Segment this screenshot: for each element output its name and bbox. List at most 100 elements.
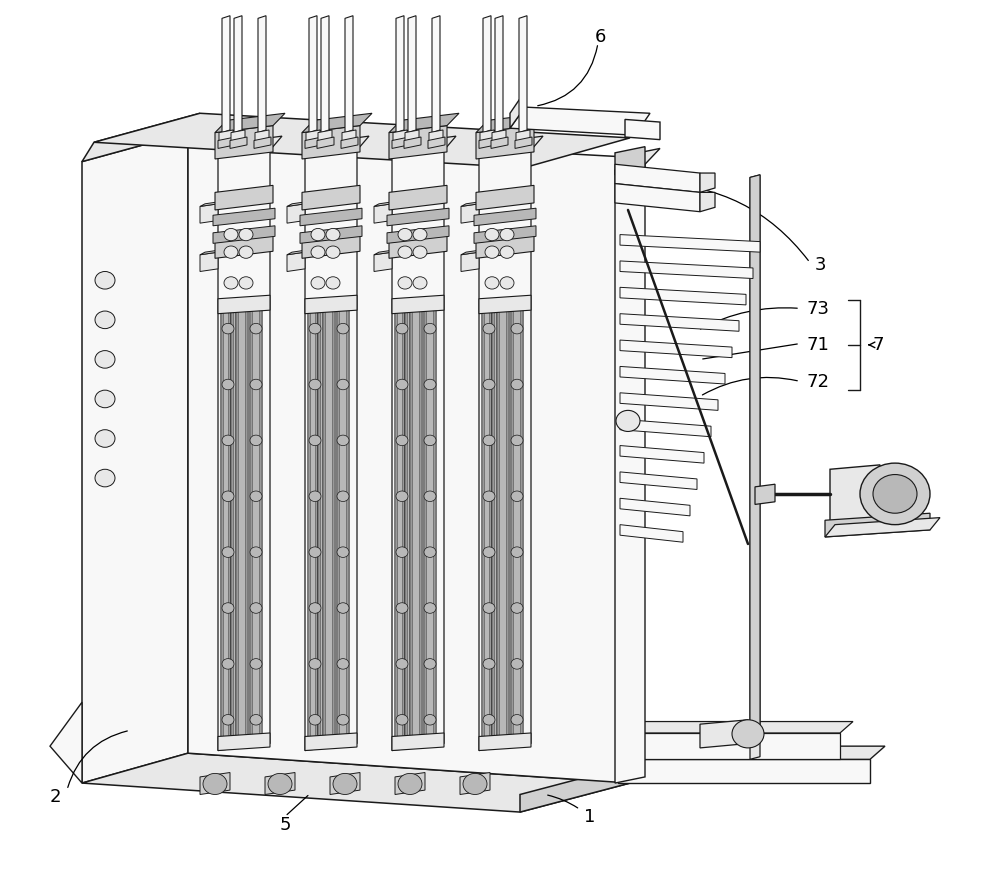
Polygon shape <box>82 753 630 812</box>
Polygon shape <box>321 17 329 133</box>
Polygon shape <box>825 518 940 537</box>
Circle shape <box>337 547 349 558</box>
Polygon shape <box>395 308 405 746</box>
Circle shape <box>311 277 325 290</box>
Polygon shape <box>255 131 269 142</box>
Circle shape <box>398 229 412 241</box>
Polygon shape <box>474 227 536 244</box>
Polygon shape <box>495 17 503 133</box>
Circle shape <box>95 272 115 290</box>
Circle shape <box>309 715 321 725</box>
Circle shape <box>326 247 340 259</box>
Circle shape <box>250 380 262 391</box>
Polygon shape <box>200 253 218 272</box>
Polygon shape <box>620 288 746 306</box>
Circle shape <box>239 277 253 290</box>
Circle shape <box>396 715 408 725</box>
Circle shape <box>511 603 523 614</box>
Polygon shape <box>476 126 534 160</box>
Polygon shape <box>287 253 305 272</box>
Text: 6: 6 <box>594 28 606 46</box>
Circle shape <box>398 277 412 290</box>
Circle shape <box>268 774 292 795</box>
Circle shape <box>326 277 340 290</box>
Circle shape <box>500 277 514 290</box>
Polygon shape <box>392 151 444 751</box>
Polygon shape <box>218 296 270 314</box>
Polygon shape <box>325 309 333 746</box>
Circle shape <box>732 720 764 748</box>
Polygon shape <box>479 733 531 751</box>
Polygon shape <box>511 308 523 746</box>
Circle shape <box>424 603 436 614</box>
Circle shape <box>309 435 321 446</box>
Polygon shape <box>305 733 357 751</box>
Polygon shape <box>618 746 885 759</box>
Polygon shape <box>238 309 246 746</box>
Polygon shape <box>615 184 700 212</box>
Polygon shape <box>620 235 760 253</box>
Circle shape <box>483 492 495 502</box>
Polygon shape <box>300 227 362 244</box>
Polygon shape <box>700 720 748 748</box>
Polygon shape <box>250 308 262 746</box>
Polygon shape <box>215 114 285 133</box>
Polygon shape <box>200 205 218 224</box>
Polygon shape <box>424 308 436 746</box>
Polygon shape <box>620 341 732 358</box>
Polygon shape <box>461 202 484 207</box>
Polygon shape <box>405 308 415 746</box>
Polygon shape <box>287 205 305 224</box>
Polygon shape <box>515 138 532 149</box>
Circle shape <box>511 492 523 502</box>
Polygon shape <box>389 236 447 259</box>
Polygon shape <box>387 209 449 227</box>
Polygon shape <box>620 420 711 437</box>
Polygon shape <box>460 773 490 795</box>
Circle shape <box>309 547 321 558</box>
Circle shape <box>424 492 436 502</box>
Polygon shape <box>345 17 353 133</box>
Polygon shape <box>305 138 322 149</box>
Text: 7: 7 <box>872 336 884 354</box>
Polygon shape <box>474 209 536 227</box>
Polygon shape <box>397 309 403 746</box>
Circle shape <box>222 492 234 502</box>
Polygon shape <box>389 114 459 133</box>
Polygon shape <box>318 308 328 746</box>
Polygon shape <box>218 151 270 751</box>
Polygon shape <box>218 733 270 751</box>
Polygon shape <box>302 236 360 259</box>
Text: 3: 3 <box>814 256 826 274</box>
Polygon shape <box>337 308 349 746</box>
Circle shape <box>396 547 408 558</box>
Polygon shape <box>480 131 494 142</box>
Circle shape <box>250 658 262 669</box>
Circle shape <box>483 380 495 391</box>
Circle shape <box>396 603 408 614</box>
Polygon shape <box>320 309 326 746</box>
Polygon shape <box>615 149 660 171</box>
Circle shape <box>500 229 514 241</box>
Polygon shape <box>482 308 492 746</box>
Circle shape <box>222 380 234 391</box>
Polygon shape <box>374 205 392 224</box>
Circle shape <box>250 324 262 335</box>
Polygon shape <box>484 309 490 746</box>
Text: 71: 71 <box>807 335 829 353</box>
Circle shape <box>311 247 325 259</box>
Circle shape <box>311 229 325 241</box>
Polygon shape <box>615 165 700 193</box>
Circle shape <box>250 492 262 502</box>
Circle shape <box>860 464 930 525</box>
Polygon shape <box>519 17 527 133</box>
Polygon shape <box>510 108 650 136</box>
Polygon shape <box>428 138 445 149</box>
Polygon shape <box>215 236 273 259</box>
Circle shape <box>616 411 640 432</box>
Circle shape <box>337 658 349 669</box>
Polygon shape <box>620 367 725 385</box>
Circle shape <box>413 247 427 259</box>
Circle shape <box>413 229 427 241</box>
Polygon shape <box>223 309 229 746</box>
